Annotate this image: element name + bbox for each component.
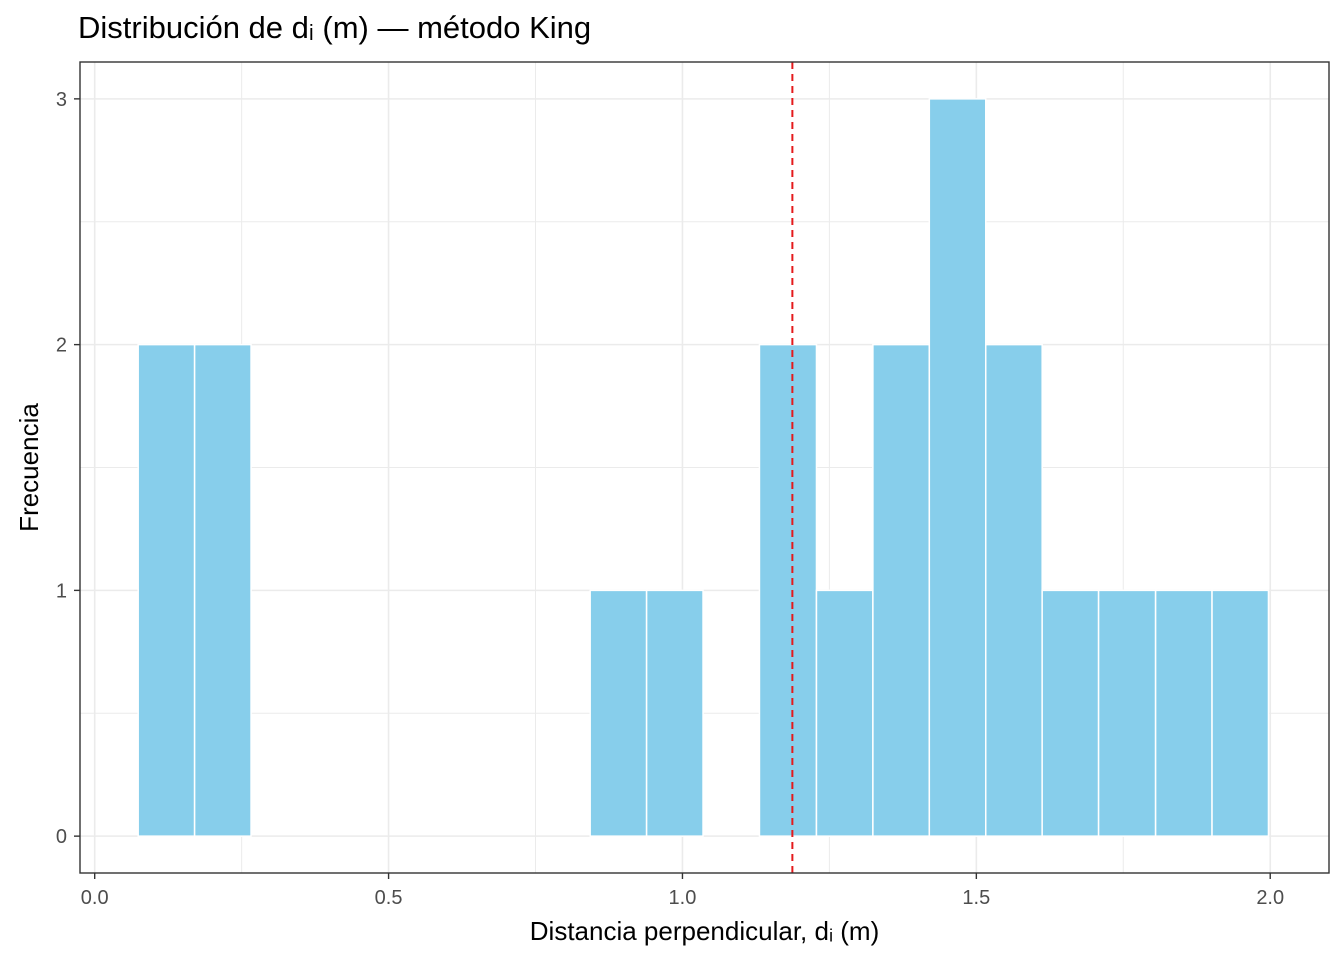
y-tick-label: 2 [56,335,67,357]
chart-title: Distribución de dᵢ (m) — método King [78,10,592,45]
x-tick-label: 1.5 [962,887,990,909]
y-axis-label: Frecuencia [14,403,44,532]
y-tick-label: 0 [56,826,67,848]
panel-frame [79,61,1330,874]
panel-border [79,61,1330,874]
histogram-bar [758,343,818,837]
x-axis: 0.0 0.5 1.0 1.5 2.0 [81,873,1284,909]
histogram-bar [1154,589,1213,837]
x-axis-label: Distancia perpendicular, dᵢ (m) [530,916,879,946]
histogram-bar [872,343,931,837]
histogram-bar [928,98,987,837]
y-axis: 0 1 2 3 [56,89,80,848]
histogram-bar [984,343,1043,837]
y-tick-label: 3 [56,89,67,111]
histogram-bars [137,98,1270,837]
histogram-bar [589,589,648,837]
y-tick-label: 1 [56,580,67,602]
histogram-bar [1097,589,1157,837]
histogram-bar [193,343,252,837]
histogram-bar [815,589,874,837]
x-tick-label: 2.0 [1256,887,1284,909]
histogram-bar [1211,589,1270,837]
histogram-bar [645,589,704,837]
x-tick-label: 1.0 [669,887,697,909]
histogram-bar [1041,589,1100,837]
x-tick-label: 0.5 [375,887,403,909]
x-tick-label: 0.0 [81,887,109,909]
histogram-bar [137,343,196,837]
